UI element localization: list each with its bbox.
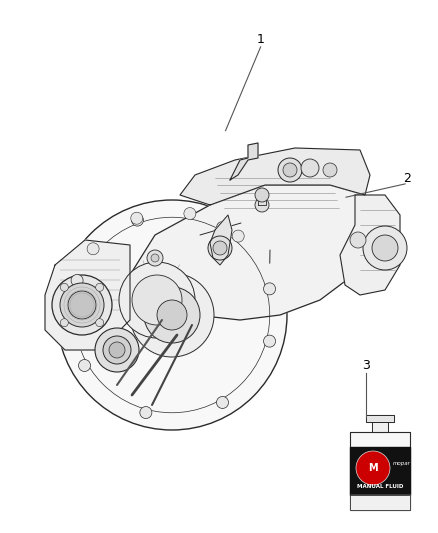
Circle shape — [216, 397, 229, 408]
Polygon shape — [230, 143, 258, 180]
Circle shape — [60, 283, 104, 327]
Circle shape — [144, 287, 200, 343]
Text: mopar: mopar — [393, 461, 411, 465]
Text: 3: 3 — [362, 359, 370, 372]
Circle shape — [71, 274, 83, 286]
Circle shape — [78, 359, 91, 372]
Circle shape — [119, 262, 195, 338]
Circle shape — [157, 300, 187, 330]
Polygon shape — [210, 215, 232, 265]
Circle shape — [57, 200, 287, 430]
Circle shape — [356, 451, 390, 485]
Circle shape — [147, 250, 163, 266]
Polygon shape — [45, 240, 130, 350]
Circle shape — [95, 284, 104, 292]
Circle shape — [132, 275, 182, 325]
Circle shape — [323, 163, 337, 177]
Circle shape — [278, 158, 302, 182]
Circle shape — [130, 273, 214, 357]
Circle shape — [264, 335, 276, 347]
Circle shape — [109, 342, 125, 358]
Circle shape — [151, 254, 159, 262]
Circle shape — [363, 226, 407, 270]
Polygon shape — [366, 415, 394, 422]
Text: 1: 1 — [257, 34, 265, 46]
Circle shape — [131, 214, 144, 226]
Circle shape — [103, 336, 131, 364]
Circle shape — [283, 163, 297, 177]
Circle shape — [372, 235, 398, 261]
Circle shape — [68, 291, 96, 319]
Circle shape — [184, 207, 196, 220]
Polygon shape — [258, 195, 266, 205]
Text: MANUAL FLUID: MANUAL FLUID — [357, 484, 403, 489]
Polygon shape — [372, 422, 388, 432]
Circle shape — [213, 241, 227, 255]
Polygon shape — [350, 447, 410, 495]
Polygon shape — [340, 195, 400, 295]
Circle shape — [350, 232, 366, 248]
Circle shape — [60, 319, 68, 327]
Circle shape — [301, 159, 319, 177]
Text: M: M — [368, 463, 378, 473]
Circle shape — [52, 275, 112, 335]
Circle shape — [208, 236, 232, 260]
Circle shape — [255, 188, 269, 202]
Circle shape — [87, 243, 99, 255]
Polygon shape — [130, 185, 375, 320]
Circle shape — [232, 230, 244, 242]
Circle shape — [264, 283, 276, 295]
Circle shape — [140, 407, 152, 418]
Polygon shape — [350, 495, 410, 510]
Circle shape — [95, 319, 104, 327]
Circle shape — [60, 284, 68, 292]
Circle shape — [131, 212, 143, 224]
Circle shape — [255, 198, 269, 212]
Text: 2: 2 — [403, 172, 411, 185]
Circle shape — [216, 222, 229, 233]
Polygon shape — [350, 432, 410, 510]
Polygon shape — [180, 148, 370, 205]
Circle shape — [95, 328, 139, 372]
